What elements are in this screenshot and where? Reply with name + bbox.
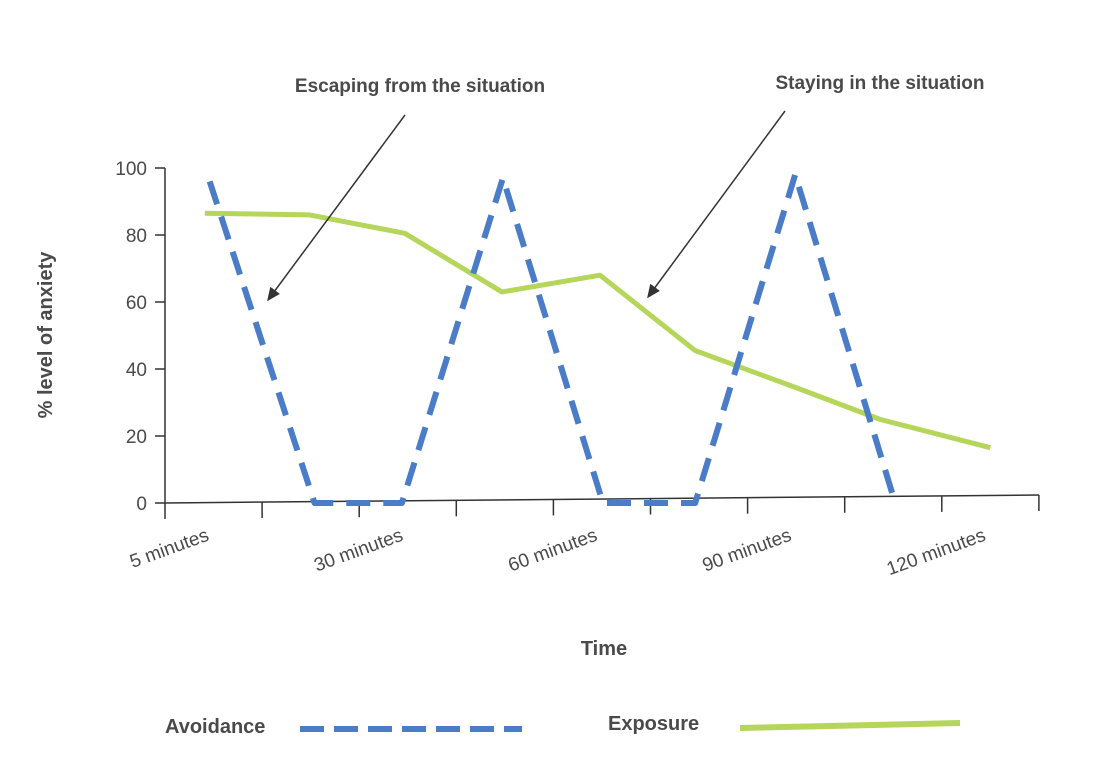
y-tick-label: 20 [126, 427, 147, 448]
x-tick-label: 90 minutes [700, 525, 795, 577]
legend-swatch-exposure [739, 720, 961, 731]
legend: Avoidance Exposure [165, 713, 961, 738]
x-tick-label: 5 minutes [127, 525, 212, 573]
series-line-avoidance [206, 171, 899, 506]
annotation-escaping: Escaping from the situation [295, 76, 545, 97]
y-ticks: 0 20 40 60 80 100 [115, 159, 165, 515]
annotation-arrow-escaping [267, 114, 406, 302]
axes [164, 168, 1039, 504]
x-ticks: 5 minutes 30 minutes 60 minutes 90 minutes 1… [127, 495, 1040, 580]
series [204, 171, 991, 506]
y-tick-label: 0 [136, 494, 147, 515]
y-tick-label: 80 [126, 226, 147, 247]
legend-label-avoidance: Avoidance [165, 716, 265, 738]
x-tick-label: 30 minutes [311, 525, 406, 577]
y-tick-label: 60 [126, 293, 147, 314]
x-axis-line [164, 494, 1039, 504]
y-axis-title: % level of anxiety [35, 251, 57, 419]
legend-label-exposure: Exposure [608, 713, 699, 735]
y-tick-label: 40 [126, 360, 147, 381]
series-line-exposure [204, 210, 991, 451]
x-tick-label: 60 minutes [506, 525, 601, 577]
x-tick-label: 120 minutes [884, 525, 988, 580]
annotation-staying: Staying in the situation [775, 73, 984, 94]
y-tick-label: 100 [115, 159, 147, 180]
annotation-arrow-staying [647, 110, 786, 299]
x-axis-title: Time [581, 638, 627, 660]
